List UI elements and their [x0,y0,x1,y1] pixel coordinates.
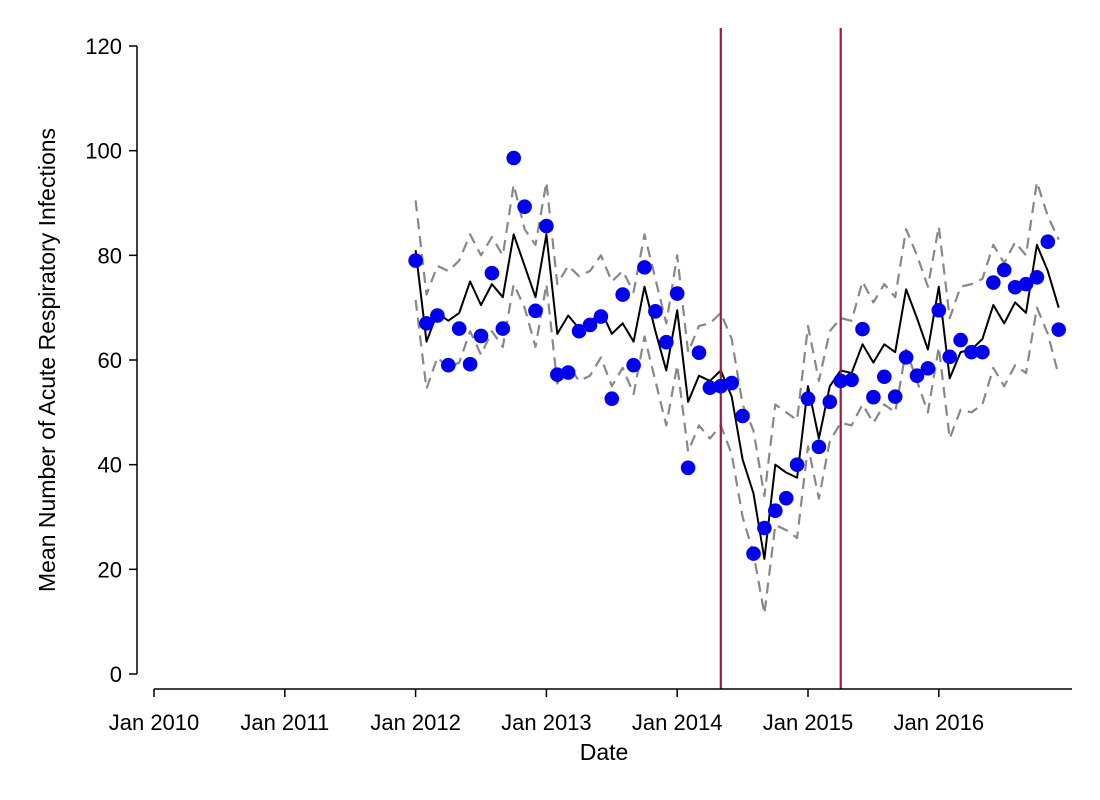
data-point [550,367,565,382]
data-point [419,316,434,331]
confidence-band-line [414,180,1060,498]
data-point [702,380,718,396]
data-point [887,389,903,404]
data-point [953,332,968,348]
data-point [996,262,1012,278]
axes: 0 20 40 60 80 100 120 Jan 2010 Jan 2011 Jan 2012 J… [85,34,1072,735]
data-point [931,302,947,318]
data-point [582,317,598,333]
data-point [986,275,1001,290]
data-point [811,439,827,455]
x-tick-label: Jan 2010 [109,710,200,735]
data-point [1040,234,1056,250]
x-tick-label: Jan 2016 [894,710,985,735]
y-tick-label: 0 [110,662,122,687]
x-axis-title: Date [580,739,629,765]
data-point [495,321,511,336]
data-point [789,457,805,472]
y-tick-label: 80 [98,243,122,268]
data-point [659,334,674,350]
y-tick-label: 60 [98,348,122,373]
data-point [637,260,652,275]
data-point [669,286,685,301]
data-point [822,394,838,410]
data-point [866,389,881,405]
data-point [604,391,620,407]
data-point [942,349,957,365]
x-tick-label: Jan 2014 [632,710,723,735]
data-point [855,321,870,337]
data-point [462,356,478,372]
y-tick-label: 100 [85,139,122,164]
confidence-band-line [414,283,1060,615]
data-point [441,357,456,373]
data-point [691,345,707,360]
data-point [877,369,892,385]
data-point [964,344,979,360]
data-point [844,372,859,388]
data-point [1051,322,1066,337]
data-point [724,375,739,391]
fitted-line [414,233,1060,560]
data-point [648,304,663,319]
y-tick-label: 120 [85,34,122,59]
data-point [560,365,576,380]
y-tick-label: 20 [98,557,122,582]
x-tick-label: Jan 2011 [240,710,329,735]
data-point [473,328,489,344]
data-point [430,308,445,323]
data-point [909,368,925,384]
data-point [539,218,554,234]
data-point [517,199,532,214]
data-point [408,253,423,268]
data-point [778,490,794,506]
data-point [898,350,914,365]
data-point [528,303,543,319]
y-axis-title: Mean Number of Acute Respiratory Infecti… [34,128,60,592]
x-tick-label: Jan 2012 [370,710,461,735]
data-point [735,408,750,424]
data-point [571,323,587,339]
data-point [975,344,990,360]
data-point [484,265,500,281]
x-tick-label: Jan 2015 [763,710,854,735]
x-tick-label: Jan 2013 [501,710,592,735]
data-point [506,150,521,166]
data-point [757,520,772,536]
data-point [1018,276,1034,292]
y-tick-label: 40 [98,453,122,478]
data-point [626,357,641,373]
data-point [833,373,848,389]
plot-area [408,28,1066,689]
data-point [800,391,816,407]
data-point [615,287,630,302]
data-point [680,460,696,476]
data-point [1029,270,1045,285]
data-point [920,361,936,376]
data-point [768,503,783,519]
data-point [746,546,761,561]
data-point [451,321,467,336]
data-point [593,309,609,324]
